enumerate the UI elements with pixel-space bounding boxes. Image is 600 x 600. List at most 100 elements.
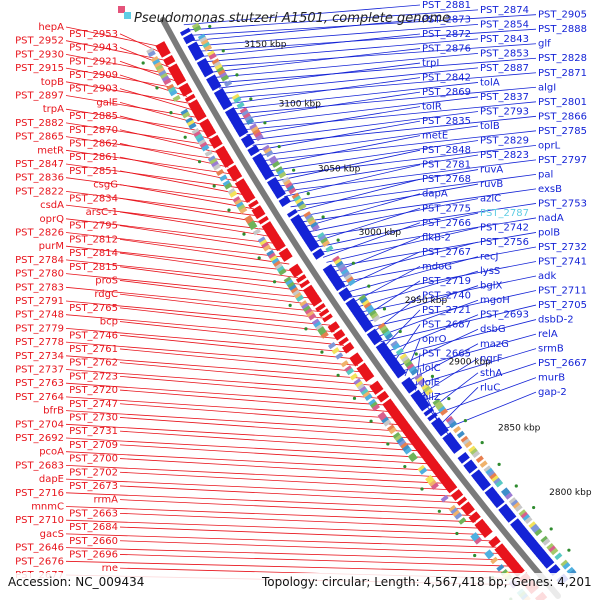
left-gene-label[interactable]: PST_2734 [15, 351, 64, 362]
left-gene-label[interactable]: PST_2930 [15, 49, 64, 60]
right-gene-label[interactable]: pilZ [422, 392, 441, 403]
left-gene-label[interactable]: PST_2791 [15, 296, 64, 307]
left-gene-label[interactable]: bfrB [43, 406, 64, 417]
left-gene-label[interactable]: PST_2730 [69, 412, 118, 423]
left-gene-label[interactable]: PST_2826 [15, 228, 64, 239]
right-gene-label[interactable]: nqrF [480, 353, 503, 364]
left-gene-label[interactable]: PST_2897 [15, 91, 64, 102]
left-gene-label[interactable]: PST_2692 [15, 433, 64, 444]
left-gene-label[interactable]: galE [96, 97, 118, 108]
left-gene-label[interactable]: PST_2778 [15, 337, 64, 348]
left-gene-label[interactable]: PST_2909 [69, 70, 118, 81]
right-gene-label[interactable]: mgoH [480, 295, 510, 306]
right-gene-label[interactable]: ruvB [480, 179, 503, 190]
right-gene-label[interactable]: azlC [480, 194, 501, 205]
right-gene-label[interactable]: flkB-2 [422, 232, 451, 243]
left-gene-label[interactable]: bcp [100, 317, 118, 328]
left-gene-label[interactable]: PST_2710 [15, 515, 64, 526]
right-gene-label[interactable]: PST_2853 [480, 48, 529, 59]
right-gene-label[interactable]: PST_2753 [538, 198, 587, 209]
right-gene-label[interactable]: exsB [538, 184, 562, 195]
left-gene-label[interactable]: arsC-1 [86, 207, 118, 218]
left-gene-label[interactable]: rne [102, 563, 118, 574]
right-gene-label[interactable]: gap-2 [538, 387, 567, 398]
right-gene-label[interactable]: lolE [422, 377, 440, 388]
right-gene-label[interactable]: PST_2854 [480, 19, 529, 30]
right-gene-label[interactable]: PST_2756 [480, 237, 529, 248]
right-gene-label[interactable]: PST_2793 [480, 106, 529, 117]
right-gene-label[interactable]: PST_2797 [538, 155, 587, 166]
left-gene-label[interactable]: PST_2822 [15, 186, 64, 197]
left-gene-label[interactable]: rrmA [94, 495, 119, 506]
right-gene-label[interactable]: PST_2781 [422, 160, 471, 171]
left-gene-label[interactable]: PST_2952 [15, 36, 64, 47]
left-gene-label[interactable]: PST_2716 [15, 488, 64, 499]
right-gene-label[interactable]: PST_2687 [422, 319, 471, 330]
right-gene-label[interactable]: PST_2766 [422, 218, 471, 229]
left-gene-label[interactable]: PST_2709 [69, 440, 118, 451]
right-gene-label[interactable]: PST_2693 [480, 310, 529, 321]
right-gene-label[interactable]: relA [538, 329, 558, 340]
right-gene-label[interactable]: bglX [480, 281, 502, 292]
right-gene-label[interactable]: dsbD-2 [538, 315, 574, 326]
right-gene-label[interactable]: PST_2741 [538, 256, 587, 267]
right-gene-label[interactable]: PST_2667 [538, 358, 587, 369]
left-gene-label[interactable]: PST_2953 [69, 29, 118, 40]
right-gene-label[interactable]: PST_2905 [538, 10, 587, 21]
left-gene-label[interactable]: PST_2862 [69, 138, 118, 149]
right-gene-label[interactable]: PST_2871 [538, 68, 587, 79]
right-gene-label[interactable]: adk [538, 271, 556, 282]
right-gene-label[interactable]: ruvA [480, 165, 503, 176]
right-gene-label[interactable]: rluC [480, 382, 500, 393]
right-gene-label[interactable]: PST_2732 [538, 242, 587, 253]
left-gene-label[interactable]: PST_2720 [69, 385, 118, 396]
left-gene-label[interactable]: proS [95, 275, 118, 286]
right-gene-label[interactable]: srmB [538, 344, 564, 355]
right-gene-label[interactable]: PST_2775 [422, 203, 471, 214]
left-gene-label[interactable]: PST_2676 [15, 556, 64, 567]
left-gene-label[interactable]: PST_2861 [69, 152, 118, 163]
left-gene-label[interactable]: trpA [43, 104, 64, 115]
left-gene-label[interactable]: topB [41, 77, 64, 88]
right-gene-label[interactable]: PST_2872 [422, 29, 471, 40]
left-gene-label[interactable]: PST_2814 [69, 248, 118, 259]
right-gene-label[interactable]: oprO [422, 334, 447, 345]
right-gene-label[interactable]: pal [538, 169, 553, 180]
right-gene-label[interactable]: PST_2711 [538, 286, 587, 297]
left-gene-label[interactable]: purM [39, 241, 64, 252]
right-gene-label[interactable]: PST_2823 [480, 150, 529, 161]
right-gene-label[interactable]: nadA [538, 213, 564, 224]
left-gene-label[interactable]: PST_2865 [15, 132, 64, 143]
left-gene-label[interactable]: metR [37, 145, 64, 156]
right-gene-label[interactable]: lysS [480, 266, 500, 277]
right-gene-label[interactable]: PST_2767 [422, 247, 471, 258]
left-gene-label[interactable]: gacS [40, 529, 64, 540]
right-gene-label[interactable]: tolB [480, 121, 500, 132]
left-gene-label[interactable]: PST_2702 [69, 467, 118, 478]
right-gene-label[interactable]: PST_2866 [538, 111, 587, 122]
left-gene-label[interactable]: PST_2764 [15, 392, 64, 403]
left-gene-label[interactable]: PST_2836 [15, 173, 64, 184]
left-gene-label[interactable]: PST_2763 [15, 378, 64, 389]
right-gene-label[interactable]: PST_2835 [422, 116, 471, 127]
right-gene-label[interactable]: algI [538, 82, 556, 93]
right-gene-label[interactable]: PST_2740 [422, 290, 471, 301]
left-gene-label[interactable]: PST_2746 [69, 330, 118, 341]
left-gene-label[interactable]: PST_2684 [69, 522, 118, 533]
right-gene-label[interactable]: mdoG [422, 261, 452, 272]
left-gene-label[interactable]: csgG [93, 180, 118, 191]
right-gene-label[interactable]: recJ [480, 252, 499, 263]
left-gene-label[interactable]: csdA [40, 200, 64, 211]
left-gene-label[interactable]: PST_2646 [15, 543, 64, 554]
right-gene-label[interactable]: PST_2705 [538, 300, 587, 311]
left-gene-label[interactable]: dapE [39, 474, 64, 485]
right-gene-label[interactable]: PST_2888 [538, 24, 587, 35]
right-gene-label[interactable]: PST_2843 [480, 34, 529, 45]
right-gene-label[interactable]: polB [538, 227, 560, 238]
right-gene-label[interactable]: murB [538, 373, 565, 384]
right-gene-label[interactable]: PST_2876 [422, 44, 471, 55]
left-gene-label[interactable]: PST_2737 [15, 365, 64, 376]
left-gene-label[interactable]: PST_2761 [69, 344, 118, 355]
right-gene-label[interactable]: PST_2665 [422, 348, 471, 359]
left-gene-label[interactable]: PST_2762 [69, 358, 118, 369]
